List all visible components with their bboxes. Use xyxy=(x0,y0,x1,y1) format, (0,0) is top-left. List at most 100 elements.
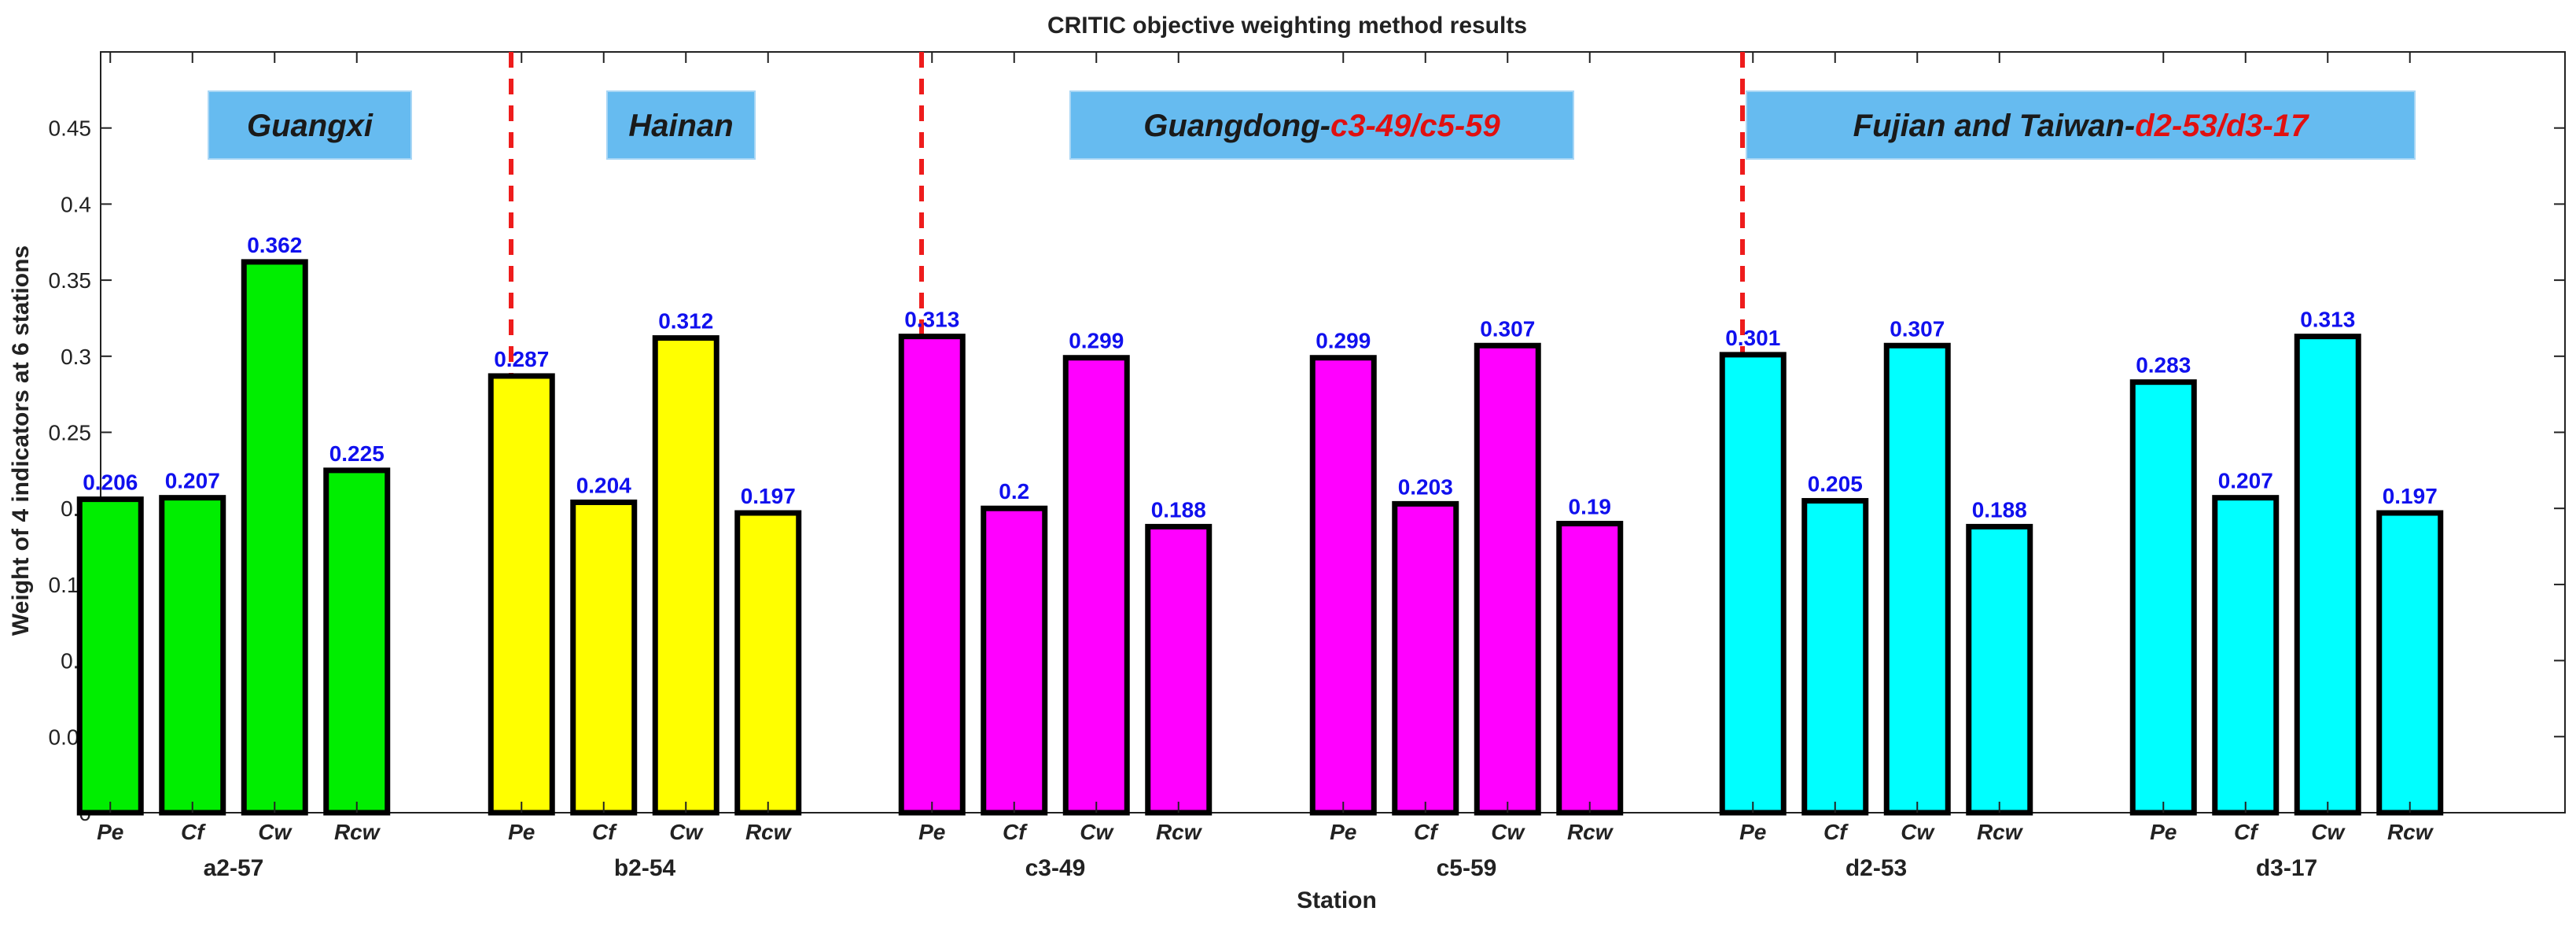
bar-d3-17-Rcw xyxy=(2376,510,2444,816)
indicator-label-Cf: Cf xyxy=(592,820,617,844)
station-label-c3-49: c3-49 xyxy=(1025,855,1086,881)
region-name: Fujian and Taiwan- xyxy=(1853,109,2136,143)
bar-b2-54-Rcw xyxy=(734,510,802,816)
value-label-c3-49-Pe: 0.313 xyxy=(904,308,959,332)
region-group-label: Hainan xyxy=(628,109,733,143)
plot-area: 00.050.10.150.20.250.30.350.40.450.206Pe… xyxy=(49,51,2566,881)
bar-d2-53-Pe xyxy=(1719,352,1787,816)
indicator-label-Rcw: Rcw xyxy=(334,820,381,844)
bar-c3-49-Cf xyxy=(981,505,1048,816)
bar-c3-49-Rcw xyxy=(1145,523,1213,816)
region-group-label: Fujian and Taiwan-d2-53/d3-17 xyxy=(1853,109,2309,143)
station-label-d3-17: d3-17 xyxy=(2256,855,2317,881)
bar-c5-59-Cw xyxy=(1474,342,1541,816)
y-tick-label: 0.3 xyxy=(61,345,91,369)
indicator-label-Pe: Pe xyxy=(508,820,535,844)
indicator-label-Cf: Cf xyxy=(181,820,206,844)
bar-d3-17-Pe xyxy=(2129,379,2197,816)
y-tick-label: 0.4 xyxy=(61,192,91,216)
indicator-label-Cw: Cw xyxy=(669,820,704,844)
bar-a2-57-Cw xyxy=(241,259,308,816)
region-group-box xyxy=(1069,90,1574,160)
value-label-a2-57-Cf: 0.207 xyxy=(165,469,220,493)
bar-c5-59-Pe xyxy=(1309,355,1377,816)
value-label-d3-17-Rcw: 0.197 xyxy=(2383,484,2438,508)
indicator-label-Cf: Cf xyxy=(1003,820,1028,844)
value-label-d3-17-Pe: 0.283 xyxy=(2136,353,2191,378)
value-label-c5-59-Cw: 0.307 xyxy=(1480,316,1535,341)
value-label-c3-49-Cw: 0.299 xyxy=(1069,329,1124,353)
value-label-d2-53-Cf: 0.205 xyxy=(1808,472,1863,496)
bar-b2-54-Pe xyxy=(488,373,555,816)
station-label-d2-53: d2-53 xyxy=(1846,855,1907,881)
indicator-label-Cf: Cf xyxy=(2234,820,2259,844)
station-label-b2-54: b2-54 xyxy=(614,855,676,881)
value-label-a2-57-Cw: 0.362 xyxy=(247,233,302,257)
bar-a2-57-Cf xyxy=(159,495,226,816)
indicator-label-Rcw: Rcw xyxy=(1156,820,1203,844)
bar-c5-59-Rcw xyxy=(1556,521,1624,816)
value-label-c3-49-Rcw: 0.188 xyxy=(1151,497,1206,522)
indicator-label-Pe: Pe xyxy=(1330,820,1356,844)
x-axis-label: Station xyxy=(1297,887,1377,913)
region-group-box xyxy=(1746,90,2416,160)
region-name: Hainan xyxy=(628,109,733,143)
bar-c3-49-Pe xyxy=(898,334,966,816)
value-label-b2-54-Cf: 0.204 xyxy=(576,473,631,497)
value-label-c5-59-Pe: 0.299 xyxy=(1316,329,1371,353)
indicator-label-Rcw: Rcw xyxy=(745,820,793,844)
indicator-label-Pe: Pe xyxy=(918,820,945,844)
indicator-label-Cf: Cf xyxy=(1823,820,1849,844)
value-label-a2-57-Pe: 0.206 xyxy=(83,470,138,495)
indicator-label-Cw: Cw xyxy=(1080,820,1114,844)
indicator-label-Rcw: Rcw xyxy=(1977,820,2024,844)
y-tick-label: 0.25 xyxy=(49,421,92,445)
value-label-d2-53-Pe: 0.301 xyxy=(1725,326,1780,350)
bar-c5-59-Cf xyxy=(1392,500,1459,816)
y-tick-label: 0.35 xyxy=(49,268,92,293)
indicator-label-Pe: Pe xyxy=(1739,820,1766,844)
value-label-c3-49-Cf: 0.2 xyxy=(999,479,1029,504)
value-label-b2-54-Rcw: 0.197 xyxy=(741,484,796,508)
region-name: Guangxi xyxy=(247,109,374,143)
value-label-d2-53-Cw: 0.307 xyxy=(1890,316,1945,341)
y-axis-label: Weight of 4 indicators at 6 stations xyxy=(8,245,34,636)
station-label-c5-59: c5-59 xyxy=(1437,855,1497,881)
station-label-a2-57: a2-57 xyxy=(204,855,264,881)
region-group-box xyxy=(208,90,412,160)
bar-d2-53-Cw xyxy=(1883,342,1951,816)
value-label-c5-59-Cf: 0.203 xyxy=(1398,474,1453,499)
value-label-b2-54-Cw: 0.312 xyxy=(658,309,713,334)
chart-title: CRITIC objective weighting method result… xyxy=(1047,13,1527,39)
region-group-label: Guangdong-c3-49/c5-59 xyxy=(1143,109,1500,143)
bar-b2-54-Cw xyxy=(652,335,719,816)
value-label-d3-17-Cw: 0.313 xyxy=(2300,308,2355,332)
bar-a2-57-Rcw xyxy=(323,467,391,816)
region-stations: c3-49/c5-59 xyxy=(1330,109,1500,143)
indicator-label-Cw: Cw xyxy=(1491,820,1525,844)
bar-b2-54-Cf xyxy=(570,499,638,816)
bar-d3-17-Cw xyxy=(2294,334,2361,816)
region-name: Guangdong- xyxy=(1143,109,1330,143)
region-group-box xyxy=(606,90,756,160)
indicator-label-Cw: Cw xyxy=(258,820,293,844)
region-group-label: Guangxi xyxy=(247,109,374,143)
value-label-d2-53-Rcw: 0.188 xyxy=(1972,497,2027,522)
indicator-label-Cw: Cw xyxy=(1901,820,1935,844)
bar-d2-53-Cf xyxy=(1801,498,1869,816)
bar-a2-57-Pe xyxy=(76,496,144,816)
value-label-a2-57-Rcw: 0.225 xyxy=(329,441,385,466)
bar-d3-17-Cf xyxy=(2212,495,2280,816)
bar-c3-49-Cw xyxy=(1062,355,1130,816)
value-label-d3-17-Cf: 0.207 xyxy=(2218,469,2273,493)
bar-d2-53-Rcw xyxy=(1966,523,2033,816)
indicator-label-Rcw: Rcw xyxy=(1567,820,1614,844)
value-label-c5-59-Rcw: 0.19 xyxy=(1569,495,1612,519)
indicator-label-Cf: Cf xyxy=(1414,820,1439,844)
indicator-label-Cw: Cw xyxy=(2311,820,2346,844)
indicator-label-Rcw: Rcw xyxy=(2387,820,2434,844)
value-label-b2-54-Pe: 0.287 xyxy=(494,347,549,371)
indicator-label-Pe: Pe xyxy=(2150,820,2177,844)
indicator-label-Pe: Pe xyxy=(97,820,123,844)
